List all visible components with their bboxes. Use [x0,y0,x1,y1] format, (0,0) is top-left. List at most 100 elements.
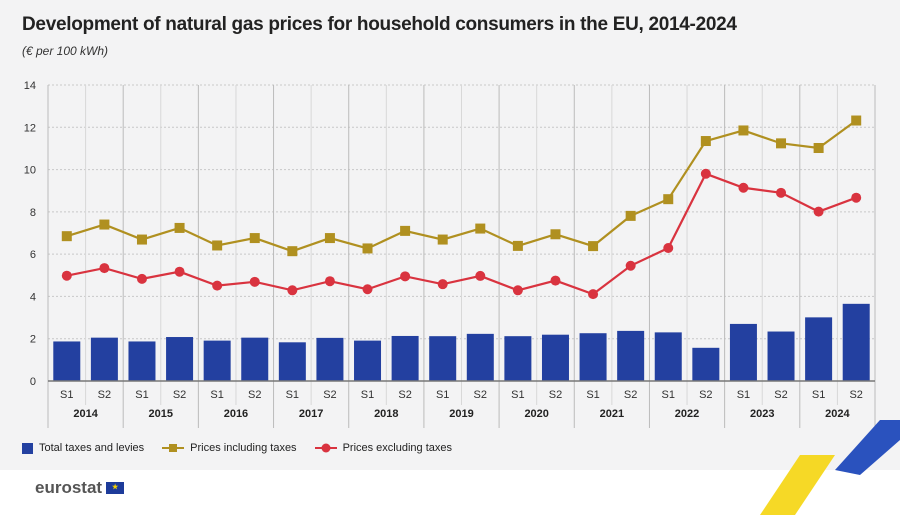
chart-title: Development of natural gas prices for ho… [22,14,737,35]
y-tick-label: 6 [30,249,36,261]
y-tick-label: 0 [30,376,36,388]
circle-marker [475,270,486,281]
semester-label: S1 [60,389,73,401]
eurostat-logo: eurostat ★ [35,478,125,498]
bar [579,333,607,381]
legend-label: Prices including taxes [190,442,297,454]
circle-marker [776,187,787,198]
square-marker [324,233,335,244]
logo-text: eurostat [35,478,103,497]
legend-label: Prices excluding taxes [342,442,453,454]
circle-marker [400,271,411,282]
circle-marker [738,182,749,193]
series-line [66,172,857,296]
bar [617,330,645,381]
circle-marker [550,275,561,286]
bar [429,336,457,381]
bar [241,337,269,381]
circle-marker [437,279,448,290]
year-label: 2015 [149,408,173,420]
year-label: 2024 [825,408,850,420]
bar [278,342,306,381]
bar-swatch-icon [22,442,33,454]
bar [692,347,720,381]
square-marker [99,219,110,230]
circle-marker [625,260,636,271]
bar [90,337,118,381]
bar [466,333,494,381]
bar [654,332,682,381]
square-marker [287,246,298,257]
semester-label: S1 [662,389,675,401]
circle-marker [512,285,523,296]
semester-label: S1 [737,389,750,401]
semester-label: S1 [286,389,299,401]
y-tick-label: 4 [30,291,36,303]
bar [805,317,833,381]
y-tick-label: 10 [24,165,36,177]
bar [767,331,795,381]
bar [729,323,757,381]
square-marker [136,234,147,245]
square-marker [550,229,561,240]
semester-label: S2 [173,389,186,401]
semester-label: S2 [248,389,261,401]
year-label: 2014 [73,408,98,420]
semester-label: S1 [436,389,449,401]
legend-label: Total taxes and levies [39,442,145,454]
bar [541,334,569,381]
y-tick-label: 8 [30,207,36,219]
bar [53,341,81,381]
chart-panel [0,0,900,470]
circle-marker [212,280,223,291]
circle-marker [588,289,599,300]
square-marker [174,222,185,233]
semester-label: S2 [398,389,411,401]
semester-label: S2 [774,389,787,401]
square-marker [249,233,260,244]
square-line-icon [162,444,185,452]
square-marker [851,115,862,126]
square-marker [663,194,674,205]
y-tick-label: 14 [24,80,36,92]
bar [166,337,194,381]
semester-label: S1 [361,389,374,401]
year-label: 2023 [750,408,774,420]
series-line [66,119,857,253]
bar [842,303,870,381]
semester-label: S1 [586,389,599,401]
circle-marker [99,263,110,274]
year-label: 2018 [374,408,398,420]
semester-label: S2 [549,389,562,401]
eu-flag-icon: ★ [106,482,125,494]
square-marker [738,125,749,136]
square-marker [588,241,599,252]
semester-label: S1 [210,389,223,401]
circle-marker [362,284,373,295]
square-marker [813,143,824,154]
circle-marker [174,266,185,277]
y-tick-label: 2 [30,334,36,346]
square-marker [700,136,711,147]
bar [128,341,156,381]
bar [354,340,382,381]
year-label: 2017 [299,408,323,420]
semester-label: S1 [135,389,148,401]
circle-marker [287,285,298,296]
year-label: 2019 [449,408,473,420]
semester-label: S1 [511,389,524,401]
square-marker [475,223,486,234]
legend: Total taxes and levies Prices including … [22,442,452,454]
year-label: 2022 [675,408,699,420]
square-marker [61,231,72,242]
semester-label: S2 [474,389,487,401]
semester-label: S2 [98,389,111,401]
year-label: 2016 [224,408,248,420]
square-marker [625,210,636,221]
chart-svg: 0 2 4 6 8 10 12 14 S1 S2 S1 S2 S1 S2 S1 S2 S1 S2 S1 S2 S1 S2 S… [24,80,876,428]
square-marker [400,225,411,236]
legend-item-taxes: Total taxes and levies [22,442,144,454]
legend-item-excl: Prices excluding taxes [314,442,453,454]
circle-marker [700,168,711,179]
y-tick-label: 12 [24,122,36,134]
